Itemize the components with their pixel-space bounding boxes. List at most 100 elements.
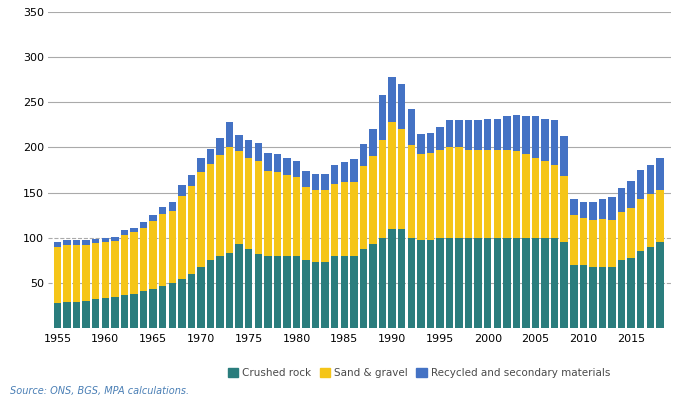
Bar [140,291,147,328]
Text: Source: ONS, BGS, MPA calculations.: Source: ONS, BGS, MPA calculations. [10,386,189,396]
Bar [264,153,271,171]
Bar [475,120,482,150]
Bar [503,150,510,238]
Bar [541,238,549,328]
Bar [494,150,501,238]
Bar [73,245,80,302]
Bar [101,298,109,328]
Legend: Crushed rock, Sand & gravel, Recycled and secondary materials: Crushed rock, Sand & gravel, Recycled an… [227,368,610,378]
Bar [264,256,271,328]
Bar [321,174,329,190]
Bar [599,199,606,219]
Bar [484,150,491,238]
Bar [522,116,530,154]
Bar [503,238,510,328]
Bar [456,238,463,328]
Bar [436,150,444,238]
Bar [589,202,597,220]
Bar [398,129,406,229]
Bar [580,218,587,265]
Bar [417,134,425,154]
Bar [379,95,386,140]
Bar [54,242,61,247]
Bar [226,148,234,253]
Bar [121,296,128,328]
Bar [121,230,128,235]
Bar [188,176,195,186]
Bar [312,262,319,328]
Bar [408,238,415,328]
Bar [608,197,616,220]
Bar [484,118,491,150]
Bar [73,240,80,245]
Bar [140,228,147,291]
Bar [283,256,290,328]
Bar [417,154,425,240]
Bar [494,118,501,150]
Bar [226,253,234,328]
Bar [73,302,80,328]
Bar [149,222,157,289]
Bar [627,208,635,258]
Bar [532,116,539,158]
Bar [236,151,243,244]
Bar [188,186,195,274]
Bar [408,109,415,145]
Bar [484,238,491,328]
Bar [608,267,616,328]
Bar [637,199,645,251]
Bar [63,240,71,245]
Bar [427,133,434,153]
Bar [226,122,234,148]
Bar [388,77,396,122]
Bar [283,158,290,174]
Bar [618,260,625,328]
Bar [264,171,271,256]
Bar [494,238,501,328]
Bar [398,84,406,129]
Bar [417,240,425,328]
Bar [360,144,367,166]
Bar [427,153,434,240]
Bar [178,196,186,279]
Bar [54,247,61,303]
Bar [197,158,205,172]
Bar [169,202,176,211]
Bar [599,267,606,328]
Bar [532,158,539,238]
Bar [522,154,530,238]
Bar [369,129,377,156]
Bar [512,238,520,328]
Bar [197,267,205,328]
Bar [149,215,157,222]
Bar [551,238,558,328]
Bar [608,220,616,267]
Bar [207,260,214,328]
Bar [130,232,138,294]
Bar [197,172,205,267]
Bar [446,148,453,238]
Bar [388,122,396,229]
Bar [360,166,367,250]
Bar [398,229,406,328]
Bar [647,166,654,194]
Bar [360,250,367,328]
Bar [92,239,99,243]
Bar [647,247,654,328]
Bar [54,303,61,328]
Bar [216,155,224,256]
Bar [618,188,625,212]
Bar [302,260,310,328]
Bar [388,229,396,328]
Bar [589,220,597,267]
Bar [274,172,281,256]
Bar [656,242,664,328]
Bar [350,159,358,182]
Bar [465,150,473,238]
Bar [627,181,635,208]
Bar [130,228,138,232]
Bar [465,238,473,328]
Bar [599,219,606,267]
Bar [446,238,453,328]
Bar [456,148,463,238]
